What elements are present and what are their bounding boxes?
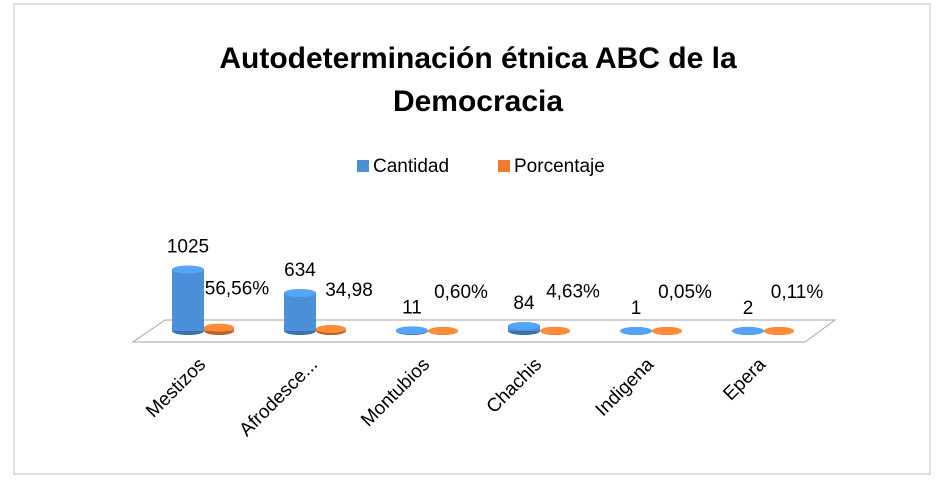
floor [131, 319, 837, 343]
bar-top [172, 265, 204, 274]
bar [396, 326, 428, 335]
bar-top [284, 288, 316, 297]
data-label: 0,60% [434, 282, 488, 303]
legend-label: Cantidad [373, 156, 449, 177]
bar [284, 288, 316, 335]
bar [204, 323, 234, 335]
bar-top [508, 321, 540, 330]
data-label: 0,05% [658, 282, 712, 303]
data-label: 84 [513, 293, 535, 314]
data-label: 34,98 [325, 280, 373, 301]
data-label: 0,11% [771, 282, 824, 303]
bar-top [540, 326, 570, 335]
chart-border [13, 3, 931, 475]
legend-swatch [357, 160, 369, 172]
bar [764, 326, 794, 335]
data-label: 11 [402, 297, 422, 318]
bar [732, 326, 764, 335]
bar [316, 324, 346, 335]
data-label: 634 [284, 260, 316, 281]
legend-label: Porcentaje [514, 156, 605, 177]
bar-top [620, 326, 652, 335]
bar [540, 326, 570, 335]
bar-body [284, 292, 316, 331]
data-label: 1025 [167, 237, 209, 258]
bar-top [732, 326, 764, 335]
bar [428, 326, 458, 335]
data-label: 2 [743, 298, 754, 319]
legend-swatch [498, 160, 510, 172]
bar [652, 326, 682, 335]
bar-top [652, 326, 682, 335]
bar-top [428, 326, 458, 335]
data-label: 56,56% [205, 279, 270, 300]
bar [172, 265, 204, 335]
data-label: 4,63% [546, 282, 600, 303]
bar [620, 326, 652, 335]
bar-top [316, 324, 346, 333]
data-label: 1 [631, 298, 642, 319]
bar-top [764, 326, 794, 335]
bar-body [172, 269, 204, 331]
bar-top [204, 323, 234, 332]
chart-title: Autodeterminación étnica ABC de la Democr… [219, 42, 737, 118]
bar-top [396, 326, 428, 335]
bar [508, 321, 540, 335]
